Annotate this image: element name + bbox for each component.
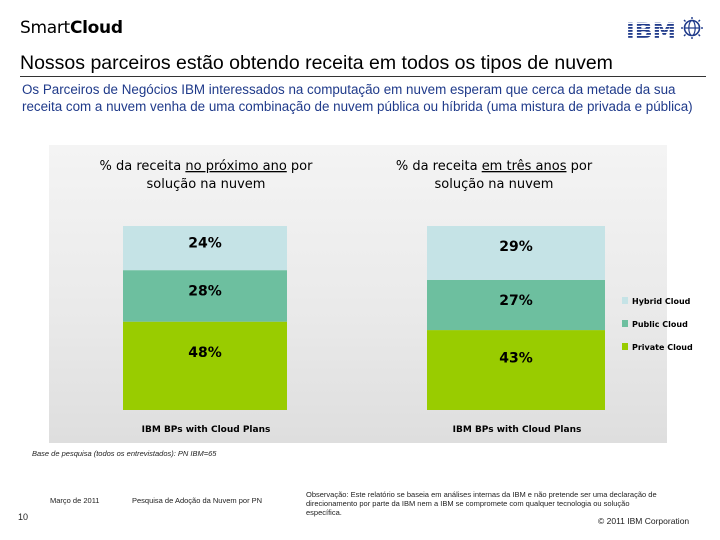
copyright: © 2011 IBM Corporation [598, 516, 690, 526]
chart-2-category-label: IBM BPs with Cloud Plans [453, 425, 582, 435]
bar-1-hybrid-cloud-label: 24% [188, 235, 222, 251]
legend-public-cloud-swatch [622, 320, 628, 327]
chart-2-title-line2: solução na nuvem [435, 177, 554, 192]
bar-2-public-cloud-label: 27% [499, 293, 533, 309]
bar-1-public-cloud-label: 28% [188, 284, 222, 300]
bar-2-hybrid-cloud-label: 29% [499, 239, 533, 255]
bar-1-hybrid-cloud-segment [123, 226, 287, 271]
title-divider [20, 76, 706, 77]
bar-1-public-cloud-segment [123, 270, 287, 322]
chart-2-title-line1: % da receita em três anos por [396, 159, 593, 174]
legend-private-cloud-swatch [622, 343, 628, 350]
bar-1-private-cloud-label: 48% [188, 345, 222, 361]
globe-icon [681, 17, 703, 39]
page-number: 10 [18, 512, 29, 522]
bar-1-private-cloud-segment [123, 321, 287, 410]
ibm-logo: IBM [626, 19, 676, 40]
brand-bold-text: Cloud [69, 18, 123, 38]
smartcloud-logo: SmartCloud [20, 18, 123, 38]
chart-1-category-label: IBM BPs with Cloud Plans [142, 425, 271, 435]
brand-light-text: Smart [20, 18, 70, 38]
bar-2-public-cloud-segment [427, 279, 605, 331]
legend-public-cloud-label: Public Cloud [632, 320, 688, 329]
footer-survey-name: Pesquisa de Adoção da Nuvem por PN [132, 496, 263, 505]
legend-private-cloud-label: Private Cloud [632, 343, 693, 352]
survey-base-footnote: Base de pesquisa (todos os entrevistados… [32, 449, 217, 458]
chart-1-title-line2: solução na nuvem [147, 177, 266, 192]
legend-hybrid-cloud-swatch [622, 297, 628, 304]
slide-title: Nossos parceiros estão obtendo receita e… [20, 52, 613, 74]
bar-2-hybrid-cloud-segment [427, 226, 605, 280]
legend-hybrid-cloud-label: Hybrid Cloud [632, 297, 691, 306]
chart-1-title-line1: % da receita no próximo ano por [100, 159, 314, 174]
footer-date: Março de 2011 [50, 496, 100, 505]
bar-2-private-cloud-label: 43% [499, 350, 533, 366]
bar-2-private-cloud-segment [427, 330, 605, 410]
footer-disclaimer: Observação: Este relatório se baseia em … [306, 490, 657, 517]
svg-text:IBM: IBM [626, 19, 676, 40]
slide-subtitle: Os Parceiros de Negócios IBM interessado… [22, 82, 693, 114]
